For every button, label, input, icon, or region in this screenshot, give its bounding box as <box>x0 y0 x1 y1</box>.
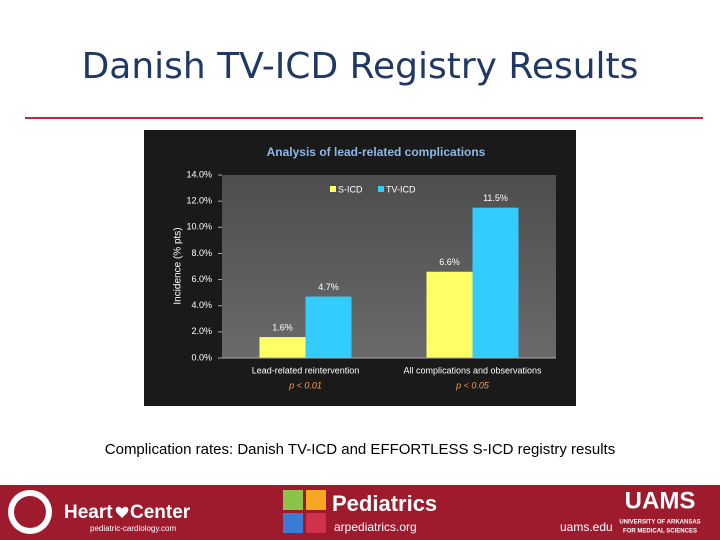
bar <box>259 337 306 358</box>
uams-url: uams.edu <box>560 520 613 534</box>
y-tick-label: 10.0% <box>186 222 212 232</box>
center-label: Center <box>130 502 191 523</box>
value-label: 4.7% <box>318 282 339 292</box>
y-tick-label: 12.0% <box>186 196 212 206</box>
heart-label: Heart <box>64 502 113 523</box>
y-tick-label: 4.0% <box>191 300 212 310</box>
pediatrics-url: arpediatrics.org <box>334 520 417 534</box>
y-tick-label: 2.0% <box>191 326 212 336</box>
icon-tile <box>306 513 326 533</box>
value-label: 6.6% <box>439 257 460 267</box>
uams-subtitle: UNIVERSITY OF ARKANSAS <box>619 520 700 526</box>
legend-label: TV-ICD <box>386 184 416 194</box>
slide-title: Danish TV-ICD Registry Results <box>82 46 639 87</box>
y-tick-label: 0.0% <box>191 352 212 362</box>
heart-center-url: pediatric-cardiology.com <box>90 524 176 533</box>
uams-subtitle: FOR MEDICAL SCIENCES <box>623 529 697 535</box>
legend-swatch <box>330 186 336 192</box>
caption: Complication rates: Danish TV-ICD and EF… <box>105 441 615 458</box>
logo-seal-inner <box>14 496 46 528</box>
legend-label: S-ICD <box>338 184 363 194</box>
bar <box>426 271 473 358</box>
value-label: 1.6% <box>272 322 293 332</box>
annotation: p < 0.01 <box>288 380 322 390</box>
legend-swatch <box>378 186 384 192</box>
y-tick-label: 6.0% <box>191 274 212 284</box>
heart-icon <box>115 506 129 518</box>
chart-title: Analysis of lead-related complications <box>267 145 486 159</box>
bar <box>305 296 352 358</box>
bar <box>472 207 519 358</box>
pediatrics-label: Pediatrics <box>332 491 437 516</box>
y-tick-label: 14.0% <box>186 169 212 179</box>
x-tick-label: Lead-related reintervention <box>252 365 360 375</box>
icon-tile <box>283 513 303 533</box>
value-label: 11.5% <box>483 193 508 203</box>
icon-tile <box>306 490 326 510</box>
annotation: p < 0.05 <box>455 380 490 390</box>
uams-label: UAMS <box>625 487 696 514</box>
y-tick-label: 8.0% <box>191 248 212 258</box>
icon-tile <box>283 490 303 510</box>
y-axis-label: Incidence (% pts) <box>173 227 184 304</box>
x-tick-label: All complications and observations <box>403 365 542 375</box>
